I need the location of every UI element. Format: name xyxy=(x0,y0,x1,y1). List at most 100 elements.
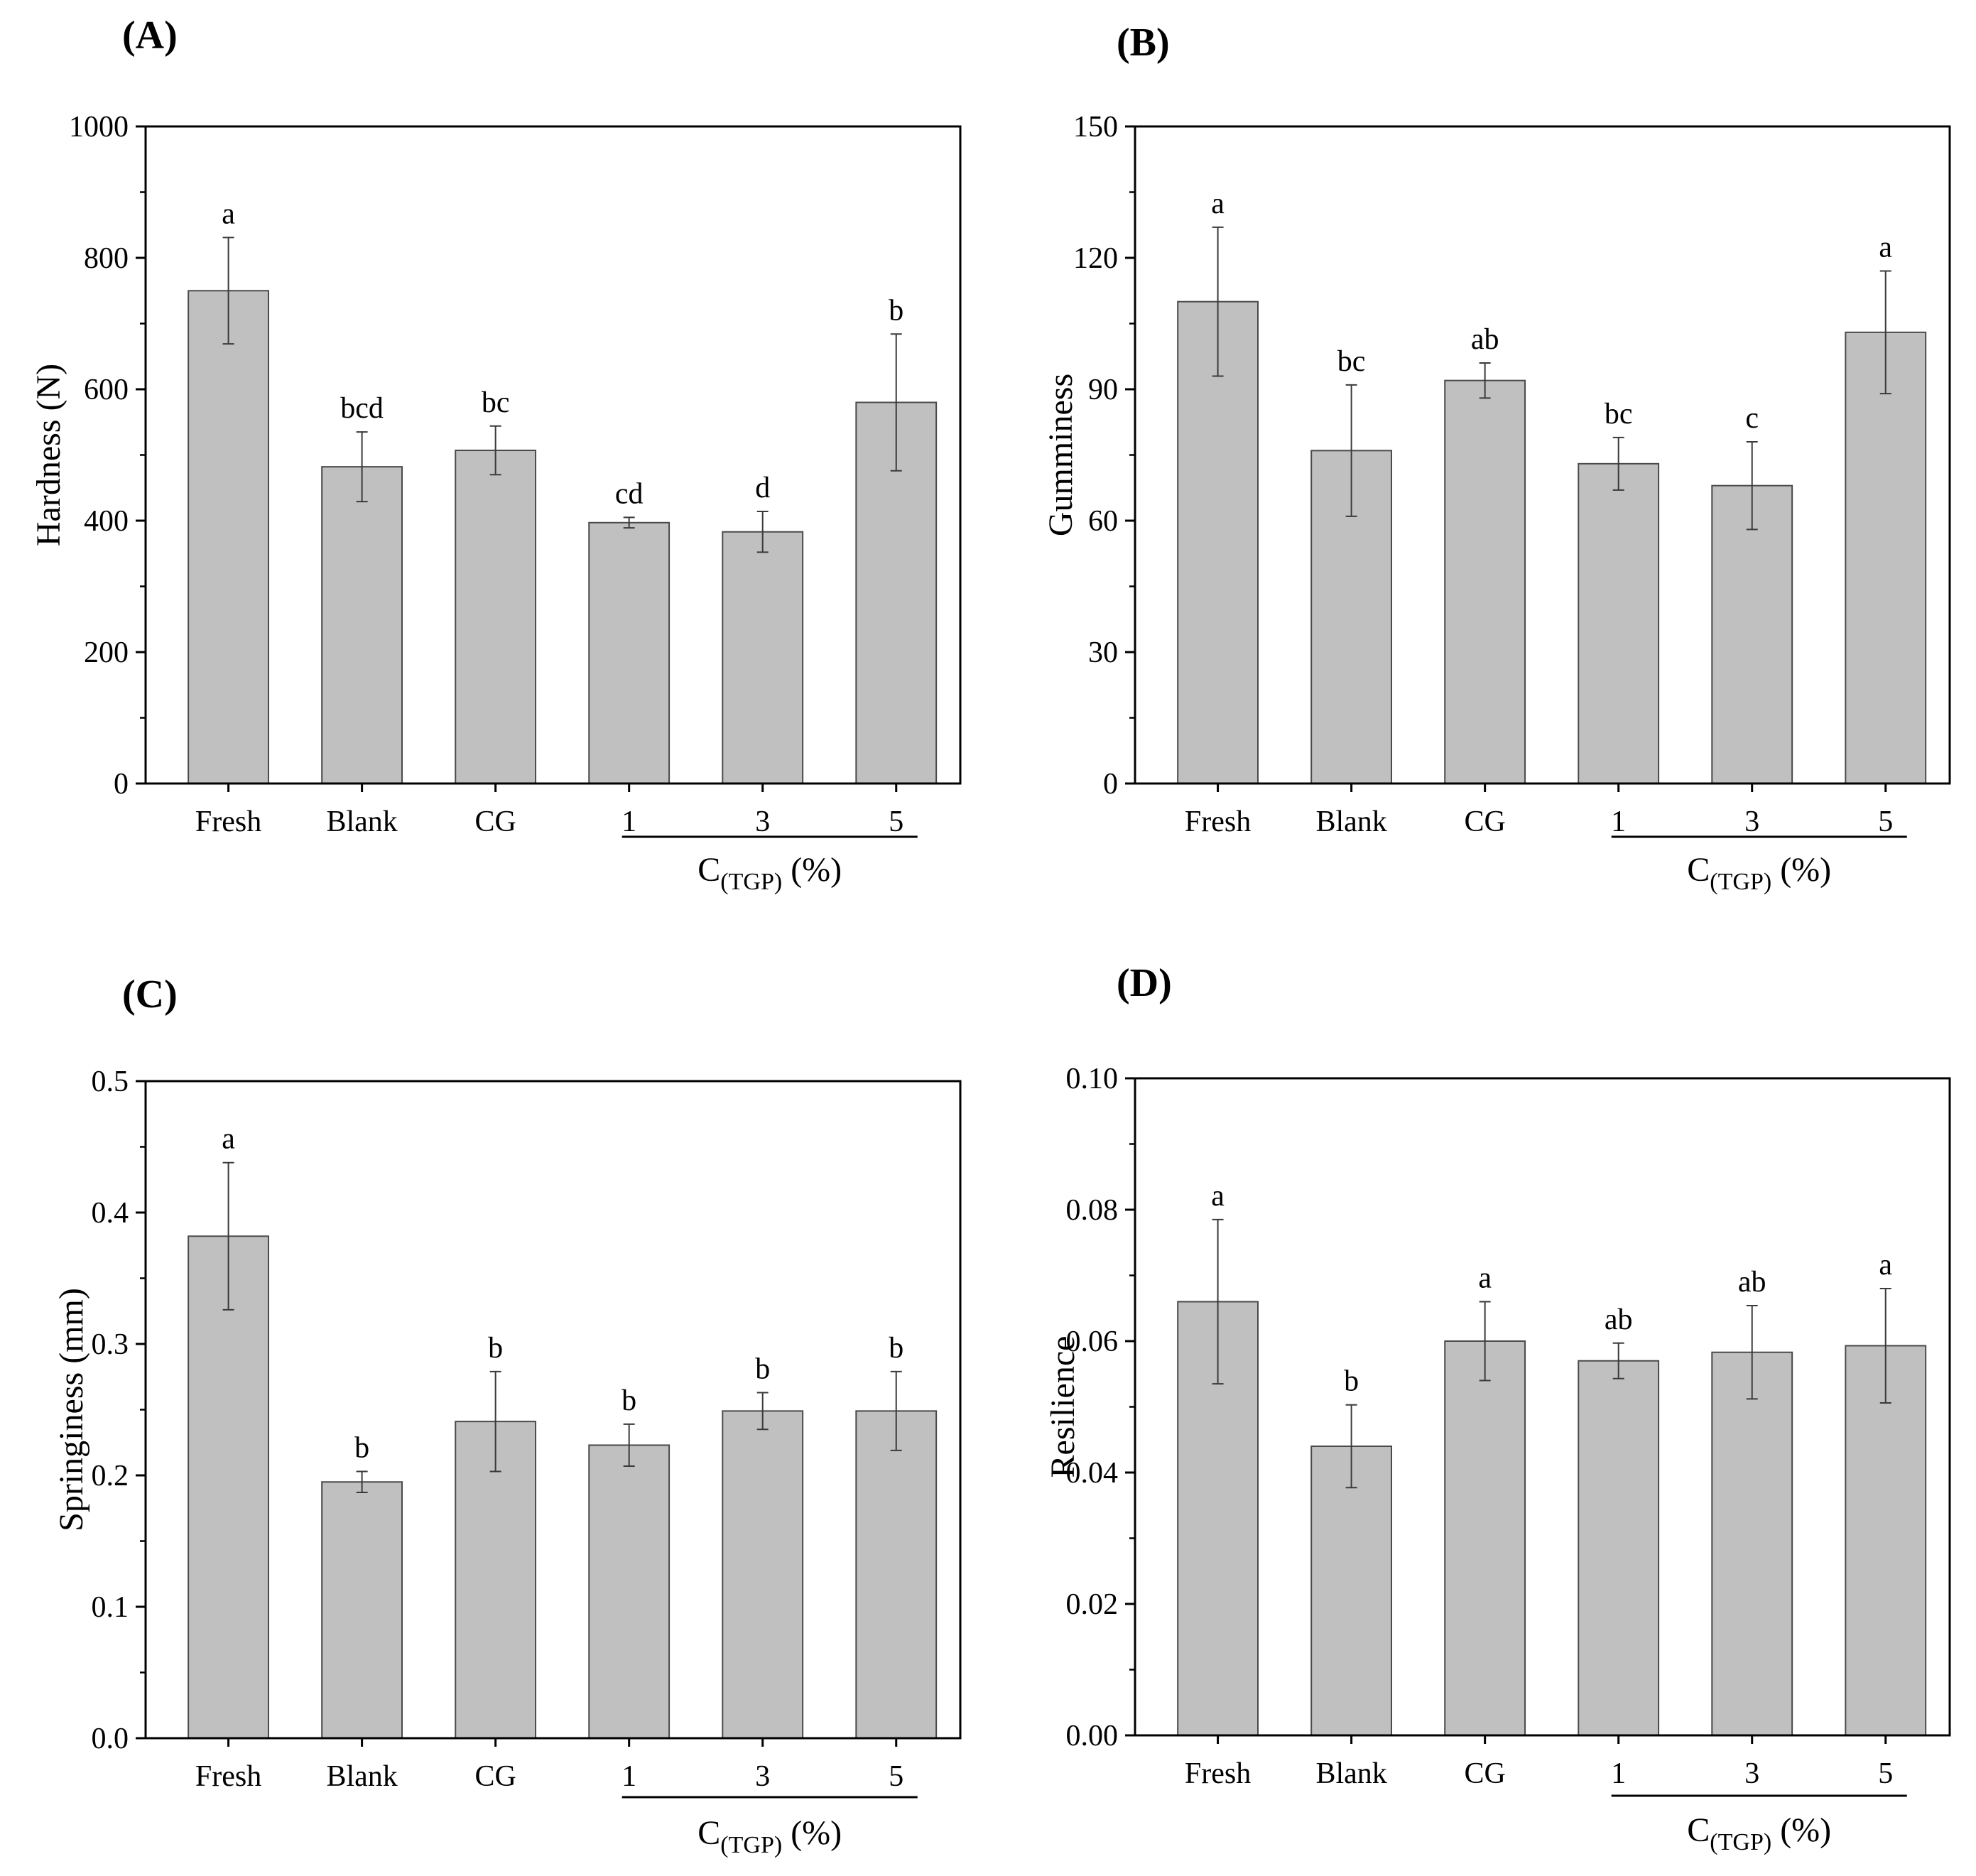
x-tick-label: Blank xyxy=(1315,806,1386,838)
group-title-subscript: (TGP) xyxy=(1710,869,1771,895)
chart-panel-d: (D) a Fresh b Blank a CG ab 1 ab 3 a 5 C(TGP) (%) 0.00… xyxy=(1044,961,1951,1855)
bar-3 xyxy=(722,1410,804,1739)
group-title-tail: (%) xyxy=(782,1814,842,1852)
bar-blank xyxy=(321,466,403,785)
x-tick-label: 5 xyxy=(889,806,903,838)
significance-label: bc xyxy=(1605,398,1633,430)
bar-3 xyxy=(1711,484,1793,785)
bar-5 xyxy=(1845,1345,1927,1736)
bar-fresh xyxy=(1177,300,1259,784)
x-tick-label: 1 xyxy=(1611,1757,1626,1790)
x-tick-label: 1 xyxy=(621,1760,636,1793)
x-tick-label: CG xyxy=(474,1760,516,1793)
x-tick-label: 3 xyxy=(1744,1757,1759,1790)
x-tick-label: 3 xyxy=(1744,806,1759,838)
group-axis-title: C(TGP) (%) xyxy=(697,851,842,895)
bar-cg xyxy=(455,1421,537,1740)
x-tick-label: 3 xyxy=(755,1760,770,1793)
y-axis-title: Hardness (N) xyxy=(30,364,67,546)
chart-panel-b: (B) a Fresh bc Blank ab CG bc 1 c 3 a 5 C(TGP) (%) 0 30… xyxy=(1042,21,1951,895)
significance-label: c xyxy=(1745,402,1759,435)
y-tick-label: 0.08 xyxy=(1066,1194,1119,1227)
bar-fresh xyxy=(188,290,269,784)
significance-label: a xyxy=(1211,1180,1225,1213)
group-axis-title: C(TGP) (%) xyxy=(697,1814,842,1858)
x-tick-label: CG xyxy=(1464,1757,1505,1790)
x-tick-label: Fresh xyxy=(1185,1757,1251,1790)
panel-label: (C) xyxy=(122,972,178,1016)
chart-panel-c: (C) a Fresh b Blank b CG b 1 b 3 b 5 C(TGP) (%) 0.0 0.1… xyxy=(53,972,962,1858)
bar-fresh xyxy=(188,1235,269,1740)
significance-label: b xyxy=(1344,1365,1359,1398)
bar-5 xyxy=(1845,331,1927,785)
y-axis-title: Resilience xyxy=(1044,1336,1082,1478)
y-axis-title: Springiness (mm) xyxy=(53,1288,90,1531)
significance-label: b xyxy=(488,1332,503,1365)
bar-1 xyxy=(588,521,671,785)
significance-label: a xyxy=(222,197,235,230)
y-tick-label: 0.5 xyxy=(92,1066,129,1098)
significance-label: a xyxy=(1879,232,1892,264)
group-title-tail: (%) xyxy=(1771,1811,1831,1849)
significance-label: b xyxy=(354,1431,369,1464)
plot-frame xyxy=(1134,125,1951,785)
bar-5 xyxy=(855,1410,938,1739)
group-axis-title: C(TGP) (%) xyxy=(1687,1811,1831,1855)
bar-3 xyxy=(1711,1351,1793,1736)
plot-frame xyxy=(1134,1077,1951,1737)
significance-label: b xyxy=(889,294,903,327)
significance-label: bc xyxy=(482,386,510,419)
bar-cg xyxy=(455,450,537,785)
y-tick-label: 0.00 xyxy=(1066,1720,1119,1752)
bar-1 xyxy=(588,1444,671,1739)
significance-label: b xyxy=(889,1332,903,1365)
y-tick-label: 120 xyxy=(1073,242,1118,275)
x-tick-label: 3 xyxy=(755,806,770,838)
plot-frame xyxy=(144,125,962,785)
group-title-subscript: (TGP) xyxy=(720,869,782,895)
significance-label: cd xyxy=(615,477,644,510)
x-tick-label: 1 xyxy=(1611,806,1626,838)
y-tick-label: 150 xyxy=(1073,111,1118,143)
significance-label: b xyxy=(621,1384,636,1417)
y-tick-label: 800 xyxy=(84,242,129,275)
significance-label: a xyxy=(1879,1249,1892,1281)
y-tick-label: 200 xyxy=(84,636,129,669)
y-tick-label: 0.4 xyxy=(92,1197,129,1230)
x-tick-label: CG xyxy=(1464,806,1505,838)
y-tick-label: 0.2 xyxy=(92,1460,129,1492)
bar-blank xyxy=(321,1481,403,1739)
y-tick-label: 90 xyxy=(1088,374,1118,406)
significance-label: b xyxy=(755,1352,770,1385)
bar-blank xyxy=(1310,1446,1393,1736)
x-tick-label: Blank xyxy=(326,1760,397,1793)
y-tick-label: 1000 xyxy=(69,111,129,143)
significance-label: a xyxy=(222,1123,235,1156)
significance-label: bcd xyxy=(340,392,384,425)
group-title-subscript: (TGP) xyxy=(1710,1829,1771,1855)
bar-cg xyxy=(1444,1340,1526,1736)
y-tick-label: 0.06 xyxy=(1066,1325,1119,1358)
group-title-tail: (%) xyxy=(1771,851,1831,889)
x-tick-label: 1 xyxy=(621,806,636,838)
y-tick-label: 0.1 xyxy=(92,1591,129,1624)
significance-label: ab xyxy=(1738,1266,1766,1298)
y-tick-label: 400 xyxy=(84,505,129,538)
y-tick-label: 30 xyxy=(1088,636,1118,669)
significance-label: a xyxy=(1478,1262,1492,1295)
group-axis-title: C(TGP) (%) xyxy=(1687,851,1831,895)
x-tick-label: 5 xyxy=(1878,806,1893,838)
y-tick-label: 0.04 xyxy=(1066,1457,1119,1490)
x-tick-label: Blank xyxy=(1315,1757,1386,1790)
y-tick-label: 0.10 xyxy=(1066,1063,1119,1095)
y-tick-label: 0.02 xyxy=(1066,1588,1119,1621)
significance-label: ab xyxy=(1605,1303,1633,1336)
significance-label: d xyxy=(755,472,770,504)
bar-3 xyxy=(722,531,804,784)
significance-label: a xyxy=(1211,188,1225,220)
y-tick-label: 0.3 xyxy=(92,1328,129,1361)
x-tick-label: Fresh xyxy=(195,806,261,838)
panel-label: (B) xyxy=(1117,21,1170,65)
group-title-subscript: (TGP) xyxy=(720,1832,782,1858)
